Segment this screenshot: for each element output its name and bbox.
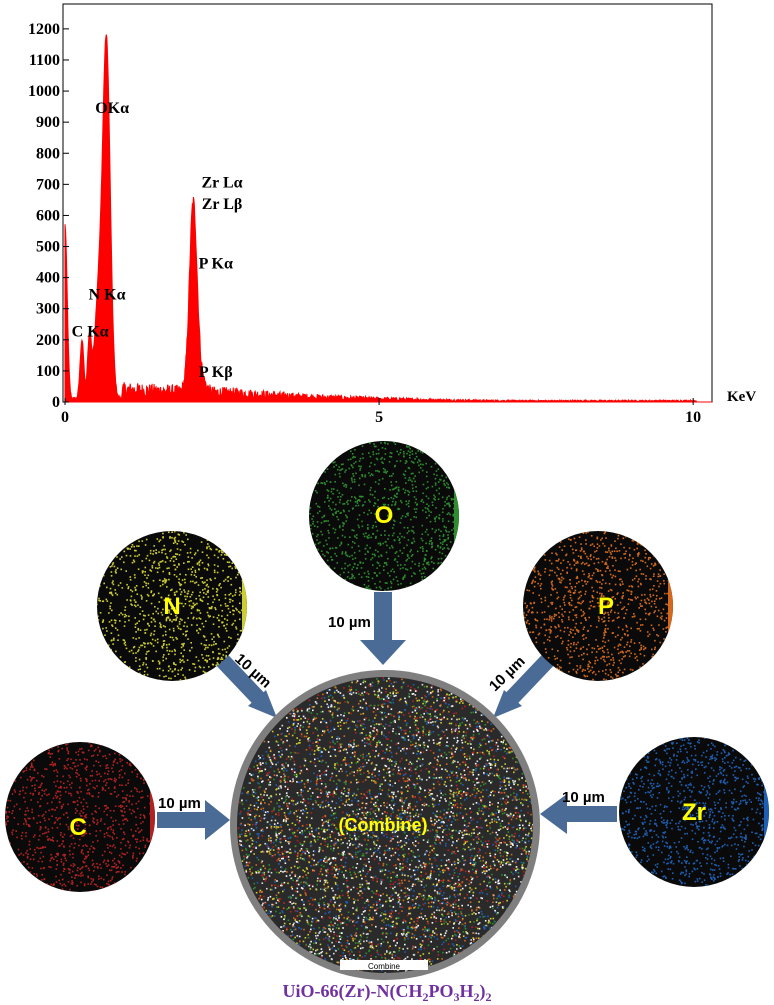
y-tick-label: 900 bbox=[36, 114, 60, 131]
map-zr bbox=[619, 737, 769, 887]
peak-annotations: OKα Zr Lα Zr Lβ P Kα N Kα C Kα P Kβ bbox=[72, 100, 243, 381]
peak-label: OKα bbox=[95, 100, 129, 117]
x-tick-label: 5 bbox=[375, 409, 383, 426]
map-label-o: O bbox=[375, 502, 394, 529]
map-label-p: P bbox=[598, 593, 614, 620]
peak-label: P Kα bbox=[199, 255, 233, 272]
y-tick-label: 700 bbox=[36, 176, 60, 193]
arrow-p bbox=[493, 654, 554, 718]
map-c bbox=[5, 742, 155, 892]
plot-frame bbox=[62, 3, 713, 403]
peak-label: N Kα bbox=[89, 286, 126, 303]
map-p bbox=[523, 531, 673, 681]
arrow-o bbox=[360, 592, 406, 665]
arrow-c bbox=[157, 800, 230, 840]
y-tick-label: 800 bbox=[36, 145, 60, 162]
spectrum-area bbox=[64, 34, 712, 403]
x-tick-label: 10 bbox=[685, 409, 701, 426]
map-label-c: C bbox=[69, 814, 86, 841]
map-label-zr: Zr bbox=[682, 799, 706, 826]
map-o bbox=[309, 441, 459, 591]
peak-label: Zr Lα bbox=[201, 174, 242, 191]
x-axis-label: KeV bbox=[727, 389, 756, 405]
combined-caption-box bbox=[340, 960, 428, 970]
arrow-zr bbox=[540, 794, 617, 834]
y-tick-label: 1000 bbox=[28, 83, 60, 100]
y-tick-label: 500 bbox=[36, 239, 60, 256]
y-tick-label: 1100 bbox=[29, 52, 60, 69]
y-axis-ticks: 0 100 200 300 400 500 600 700 800 900 1000 1100 1200 bbox=[28, 21, 69, 411]
arrow-n bbox=[216, 654, 277, 718]
x-axis-ticks: 0 5 10 bbox=[61, 398, 701, 426]
scale-label-c: 10 µm bbox=[158, 795, 201, 812]
peak-label: Zr Lβ bbox=[202, 196, 243, 213]
peak-label: P Kβ bbox=[199, 364, 233, 381]
eds-spectrum-chart: 0100200300400500600700800900100011001200… bbox=[28, 3, 756, 426]
y-tick-label: 300 bbox=[36, 301, 60, 318]
y-tick-label: 1200 bbox=[28, 21, 60, 38]
y-tick-label: 600 bbox=[36, 207, 60, 224]
map-label-n: N bbox=[163, 593, 180, 620]
combined-label: (Combine) bbox=[339, 815, 428, 835]
combined-caption: Combine bbox=[368, 962, 401, 971]
y-tick-label: 100 bbox=[36, 363, 60, 380]
y-tick-label: 200 bbox=[36, 332, 60, 349]
map-n bbox=[97, 531, 247, 681]
compound-formula: UiO-66(Zr)-N(CH2PO3H2)2 bbox=[283, 981, 492, 1004]
combined-map bbox=[237, 677, 533, 973]
y-tick-label: 0 bbox=[52, 394, 60, 411]
scale-label-zr: 10 µm bbox=[562, 789, 605, 806]
elemental-maps: 10 µm 10 µm 10 µm 10 µm 10 µm O N P C Zr… bbox=[5, 441, 769, 1004]
scale-label-o: 10 µm bbox=[328, 614, 371, 631]
x-tick-label: 0 bbox=[61, 409, 69, 426]
y-tick-label: 400 bbox=[36, 270, 60, 287]
peak-label: C Kα bbox=[72, 324, 109, 341]
